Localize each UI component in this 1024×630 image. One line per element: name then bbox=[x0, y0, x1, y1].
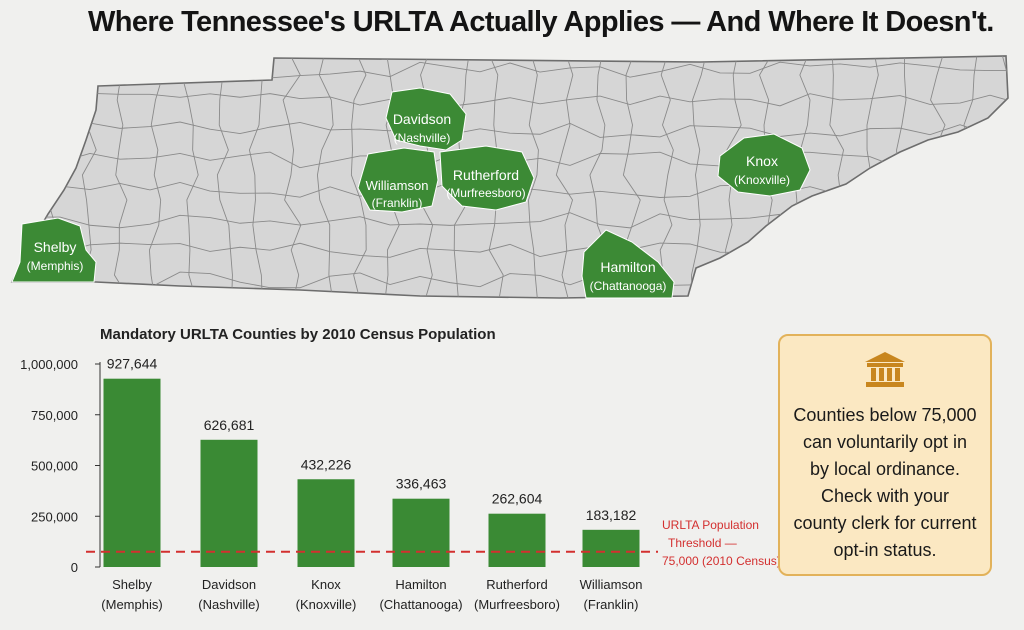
county-line bbox=[691, 56, 708, 298]
bar bbox=[297, 479, 355, 567]
chart-title: Mandatory URLTA Counties by 2010 Census … bbox=[100, 326, 496, 343]
x-tick-sublabel: (Chattanooga) bbox=[379, 597, 462, 612]
info-card-text: Counties below 75,000 can voluntarily op… bbox=[793, 405, 977, 560]
county-city-knox: (Knoxville) bbox=[734, 173, 790, 187]
bar-value-label: 626,681 bbox=[204, 417, 255, 433]
county-city-williamson: (Franklin) bbox=[372, 196, 423, 210]
county-line bbox=[12, 121, 1008, 138]
x-tick-sublabel: (Nashville) bbox=[198, 597, 259, 612]
bar-value-label: 183,182 bbox=[586, 507, 637, 523]
y-tick-label: 250,000 bbox=[31, 509, 78, 524]
county-shape-hamilton bbox=[581, 229, 675, 299]
page-title: Where Tennessee's URLTA Actually Applies… bbox=[88, 6, 994, 38]
x-tick-label: Shelby bbox=[112, 577, 152, 592]
threshold-label: URLTA Population bbox=[662, 518, 759, 532]
bar-value-label: 262,604 bbox=[492, 491, 543, 507]
y-tick-label: 1,000,000 bbox=[20, 357, 78, 372]
county-label-knox: Knox bbox=[746, 153, 778, 169]
x-tick-sublabel: (Memphis) bbox=[101, 597, 162, 612]
county-line bbox=[528, 56, 539, 298]
bar bbox=[582, 529, 640, 567]
y-axis: 0 250,000 500,000 750,000 1,000,000 bbox=[20, 357, 101, 575]
bar bbox=[103, 378, 161, 567]
county-label-davidson: Davidson bbox=[393, 111, 451, 127]
x-tick-label: Hamilton bbox=[395, 577, 446, 592]
x-axis-labels: Shelby (Memphis) Davidson (Nashville) Knox (K… bbox=[101, 577, 642, 612]
county-label-hamilton: Hamilton bbox=[600, 259, 655, 275]
y-tick-label: 0 bbox=[71, 560, 78, 575]
county-line bbox=[12, 92, 1008, 108]
county-line bbox=[659, 56, 674, 298]
highlighted-counties bbox=[11, 87, 811, 299]
bar-value-label: 432,226 bbox=[301, 456, 352, 472]
county-label-williamson: Williamson bbox=[366, 178, 429, 193]
county-label-rutherford: Rutherford bbox=[453, 167, 519, 183]
bar-value-label: 336,463 bbox=[396, 476, 447, 492]
x-tick-sublabel: (Franklin) bbox=[584, 597, 639, 612]
county-line bbox=[282, 56, 302, 298]
county-city-davidson: (Nashville) bbox=[394, 131, 451, 145]
threshold-label: 75,000 (2010 Census) bbox=[662, 554, 780, 568]
county-shape-rutherford bbox=[439, 145, 535, 211]
county-line bbox=[216, 56, 233, 298]
x-tick-label: Rutherford bbox=[486, 577, 547, 592]
info-card: Counties below 75,000 can voluntarily op… bbox=[778, 334, 992, 576]
county-line bbox=[181, 56, 199, 298]
x-tick-sublabel: (Murfreesboro) bbox=[474, 597, 560, 612]
county-line bbox=[248, 56, 265, 298]
x-tick-label: Knox bbox=[311, 577, 341, 592]
x-tick-sublabel: (Knoxville) bbox=[296, 597, 357, 612]
county-line bbox=[113, 56, 132, 298]
bank-building-icon bbox=[865, 352, 905, 387]
tennessee-county-map: Shelby (Memphis) Davidson (Nashville) Wi… bbox=[10, 55, 1009, 299]
population-bar-chart: 0 250,000 500,000 750,000 1,000,000 927,644 6… bbox=[20, 356, 780, 612]
x-tick-label: Williamson bbox=[580, 577, 643, 592]
county-line bbox=[148, 56, 164, 298]
county-line bbox=[350, 56, 367, 298]
county-shape-shelby bbox=[11, 217, 97, 283]
county-shape-knox bbox=[717, 133, 811, 197]
county-line bbox=[316, 56, 334, 298]
bar bbox=[200, 439, 258, 567]
bar bbox=[392, 498, 450, 567]
county-city-hamilton: (Chattanooga) bbox=[590, 279, 667, 293]
county-label-shelby: Shelby bbox=[34, 239, 77, 255]
bar-value-label: 927,644 bbox=[107, 356, 158, 372]
y-tick-label: 750,000 bbox=[31, 408, 78, 423]
bar bbox=[488, 513, 546, 567]
county-city-shelby: (Memphis) bbox=[27, 259, 84, 273]
county-shape-davidson bbox=[385, 87, 467, 151]
county-shape-williamson bbox=[357, 147, 439, 213]
threshold-label: Threshold — bbox=[668, 536, 737, 550]
county-city-rutherford: (Murfreesboro) bbox=[446, 186, 525, 200]
bar-series: 927,644 626,681 432,226 336,463 262,604 183,1… bbox=[103, 356, 640, 567]
x-tick-label: Davidson bbox=[202, 577, 256, 592]
county-labels: Shelby (Memphis) Davidson (Nashville) Wi… bbox=[27, 111, 790, 293]
county-line bbox=[555, 56, 574, 298]
threshold-group: URLTA Population Threshold — 75,000 (2010 … bbox=[86, 518, 780, 568]
y-tick-label: 500,000 bbox=[31, 459, 78, 474]
